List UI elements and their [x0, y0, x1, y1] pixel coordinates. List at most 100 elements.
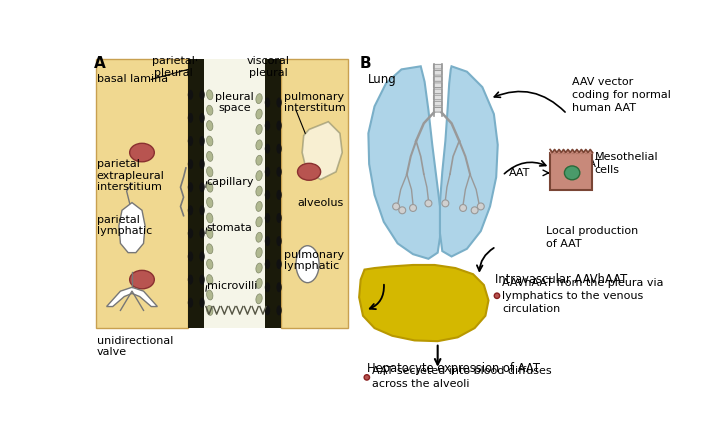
Ellipse shape: [200, 205, 205, 215]
Circle shape: [471, 207, 478, 214]
Circle shape: [393, 203, 399, 210]
Ellipse shape: [207, 244, 213, 254]
Text: pleural
space: pleural space: [215, 92, 254, 113]
FancyBboxPatch shape: [434, 77, 442, 81]
Ellipse shape: [256, 171, 262, 180]
Ellipse shape: [200, 298, 205, 308]
Ellipse shape: [200, 251, 205, 261]
Ellipse shape: [256, 232, 262, 242]
Polygon shape: [440, 66, 498, 257]
FancyBboxPatch shape: [434, 64, 442, 69]
Ellipse shape: [207, 259, 213, 269]
Text: AAV vector
coding for normal
human AAT: AAV vector coding for normal human AAT: [572, 76, 671, 113]
Text: AAT secreted into blood diffuses
across the alveoli: AAT secreted into blood diffuses across …: [372, 366, 552, 389]
Ellipse shape: [297, 163, 321, 180]
Ellipse shape: [296, 246, 319, 283]
Polygon shape: [107, 287, 157, 306]
Ellipse shape: [265, 190, 270, 200]
Ellipse shape: [200, 182, 205, 192]
Ellipse shape: [256, 186, 262, 196]
Ellipse shape: [188, 113, 193, 123]
Ellipse shape: [207, 105, 213, 115]
Ellipse shape: [207, 213, 213, 223]
Text: unidirectional
valve: unidirectional valve: [96, 336, 173, 357]
Text: parietal
lymphatic: parietal lymphatic: [96, 215, 152, 236]
Ellipse shape: [265, 282, 270, 292]
Ellipse shape: [256, 263, 262, 273]
Ellipse shape: [256, 294, 262, 304]
Text: capillary: capillary: [207, 177, 254, 187]
Ellipse shape: [276, 121, 282, 131]
Circle shape: [477, 203, 484, 210]
Ellipse shape: [265, 121, 270, 131]
Text: Local production
of AAT: Local production of AAT: [546, 225, 638, 249]
Circle shape: [442, 200, 449, 207]
Bar: [280, 59, 347, 328]
Bar: [96, 59, 188, 328]
Text: Intravascular AAVhAAT: Intravascular AAVhAAT: [496, 273, 628, 286]
Text: pulmonary
interstitum: pulmonary interstitum: [285, 92, 346, 113]
Ellipse shape: [265, 97, 270, 108]
Circle shape: [364, 375, 370, 380]
Ellipse shape: [256, 201, 262, 212]
Ellipse shape: [256, 125, 262, 135]
Ellipse shape: [188, 229, 193, 239]
Ellipse shape: [129, 271, 155, 289]
Ellipse shape: [276, 213, 282, 223]
Ellipse shape: [188, 205, 193, 215]
Polygon shape: [359, 265, 489, 341]
Circle shape: [425, 200, 432, 207]
Ellipse shape: [207, 305, 213, 316]
Text: B: B: [359, 56, 370, 71]
Ellipse shape: [200, 136, 205, 146]
Circle shape: [460, 205, 467, 212]
Ellipse shape: [207, 229, 213, 238]
Ellipse shape: [265, 213, 270, 223]
FancyBboxPatch shape: [434, 108, 442, 112]
Polygon shape: [119, 203, 145, 253]
Ellipse shape: [256, 278, 262, 288]
Ellipse shape: [207, 136, 213, 146]
Ellipse shape: [256, 140, 262, 150]
Ellipse shape: [265, 167, 270, 177]
Ellipse shape: [256, 94, 262, 104]
Circle shape: [410, 205, 416, 212]
Circle shape: [399, 207, 406, 214]
Text: Lung: Lung: [368, 73, 397, 86]
Ellipse shape: [265, 259, 270, 269]
Ellipse shape: [188, 251, 193, 261]
Ellipse shape: [265, 236, 270, 246]
Ellipse shape: [256, 109, 262, 119]
Text: pulmonary
lymphatic: pulmonary lymphatic: [285, 250, 344, 271]
Ellipse shape: [256, 248, 262, 257]
Ellipse shape: [188, 90, 193, 100]
Ellipse shape: [276, 236, 282, 246]
Ellipse shape: [207, 198, 213, 208]
Ellipse shape: [276, 190, 282, 200]
FancyBboxPatch shape: [434, 89, 442, 94]
Text: parietal
pleural: parietal pleural: [152, 56, 195, 78]
Ellipse shape: [256, 217, 262, 227]
FancyBboxPatch shape: [434, 101, 442, 106]
Text: Mesothelial
cells: Mesothelial cells: [595, 152, 659, 175]
Ellipse shape: [207, 290, 213, 300]
FancyBboxPatch shape: [434, 83, 442, 87]
FancyBboxPatch shape: [434, 95, 442, 100]
Text: Hepatocyte expression of AAT: Hepatocyte expression of AAT: [367, 362, 540, 375]
Ellipse shape: [188, 159, 193, 169]
Ellipse shape: [188, 136, 193, 146]
Ellipse shape: [200, 113, 205, 123]
Ellipse shape: [565, 166, 580, 180]
Polygon shape: [368, 66, 440, 259]
Ellipse shape: [276, 144, 282, 154]
Text: alveolus: alveolus: [297, 198, 344, 208]
Ellipse shape: [207, 167, 213, 177]
Ellipse shape: [188, 274, 193, 284]
Text: viscoral
pleural: viscoral pleural: [247, 56, 290, 78]
Ellipse shape: [207, 90, 213, 100]
Polygon shape: [302, 122, 342, 180]
Bar: [265, 59, 280, 328]
Text: A: A: [93, 56, 105, 71]
Ellipse shape: [265, 305, 270, 316]
Text: AAVhAAT: AAVhAAT: [552, 159, 602, 169]
